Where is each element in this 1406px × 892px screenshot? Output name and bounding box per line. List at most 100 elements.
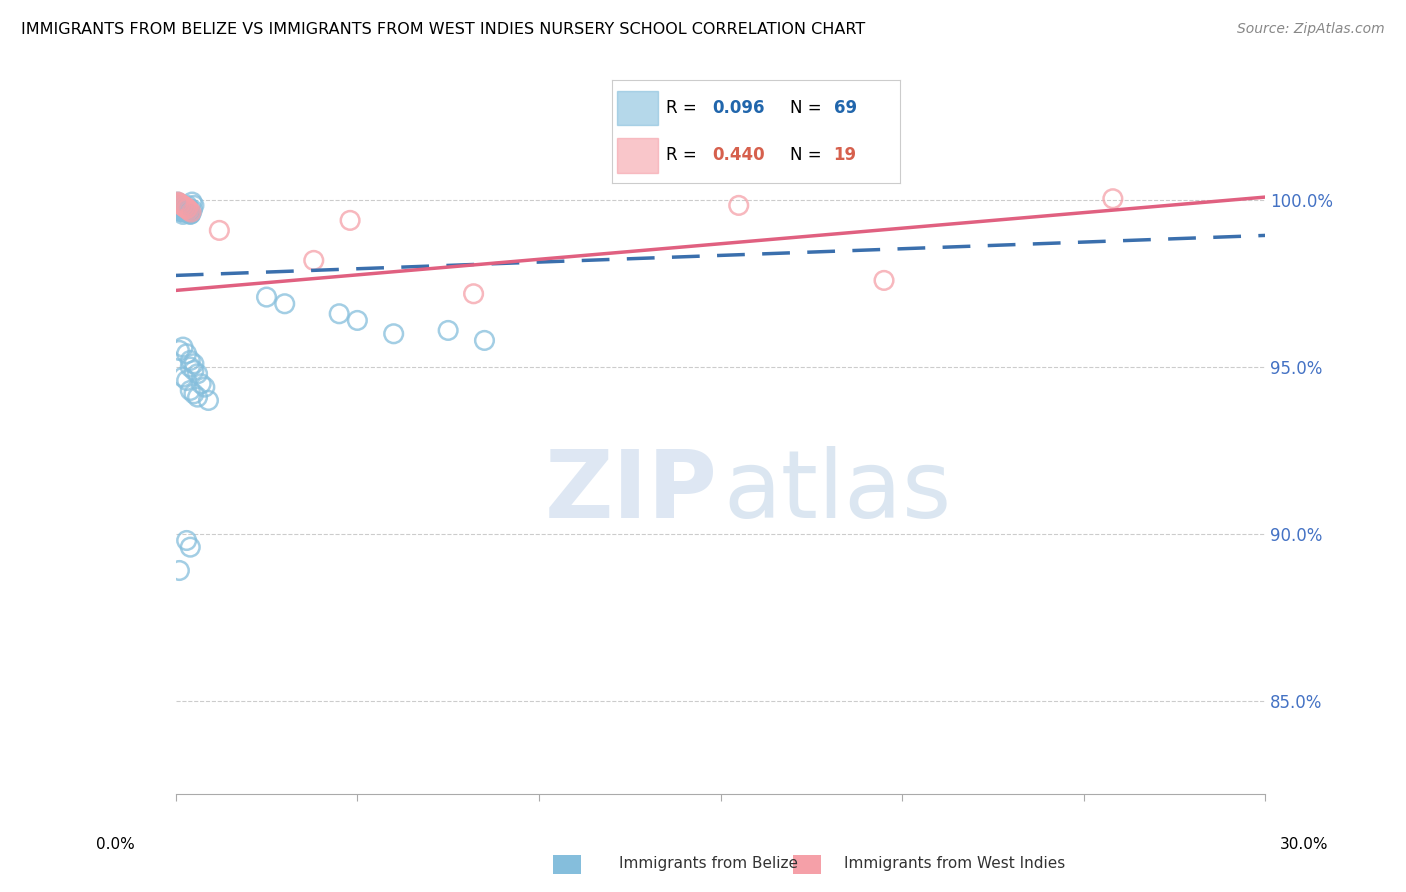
Point [181, 195, 204, 210]
Point [169, 197, 191, 211]
Point [167, 202, 190, 217]
Text: 19: 19 [834, 146, 856, 164]
Point [1102, 192, 1125, 206]
Point [169, 196, 191, 211]
Point [176, 204, 198, 219]
Point [167, 195, 190, 210]
Point [173, 202, 195, 216]
Point [176, 202, 198, 216]
Point [181, 202, 204, 217]
Text: N =: N = [790, 99, 827, 117]
Point [172, 202, 194, 216]
Point [177, 203, 200, 218]
Point [180, 207, 202, 221]
Point [256, 290, 278, 304]
Point [197, 393, 219, 408]
Point [167, 198, 190, 212]
Point [172, 199, 194, 213]
Point [176, 374, 198, 388]
Point [382, 326, 405, 341]
Point [346, 313, 368, 327]
Point [463, 286, 485, 301]
Point [177, 205, 200, 219]
Point [328, 307, 350, 321]
Point [176, 203, 198, 218]
Point [179, 353, 201, 368]
Point [177, 206, 200, 220]
Text: 69: 69 [834, 99, 856, 117]
Text: Immigrants from Belize: Immigrants from Belize [619, 856, 797, 871]
Point [172, 200, 194, 214]
Point [174, 204, 197, 219]
Text: 30.0%: 30.0% [1281, 837, 1329, 852]
Point [170, 203, 193, 218]
Point [190, 376, 212, 391]
Point [179, 202, 201, 216]
Point [183, 198, 205, 212]
Point [169, 202, 191, 216]
Point [172, 198, 194, 212]
Point [208, 223, 231, 237]
Point [186, 367, 209, 381]
Point [172, 204, 194, 219]
Point [474, 334, 496, 348]
Point [173, 200, 195, 214]
Text: 0.440: 0.440 [713, 146, 765, 164]
Point [873, 273, 896, 287]
Point [339, 213, 361, 227]
Text: ZIP: ZIP [544, 446, 717, 538]
Point [172, 207, 194, 221]
Point [169, 196, 191, 211]
Point [183, 386, 205, 401]
Text: 0.096: 0.096 [713, 99, 765, 117]
Point [167, 201, 190, 215]
Point [176, 347, 198, 361]
Point [170, 198, 193, 212]
Point [172, 370, 194, 384]
Point [174, 201, 197, 215]
Point [172, 201, 194, 215]
Bar [617, 91, 658, 126]
Point [179, 360, 201, 375]
Point [169, 199, 191, 213]
Point [437, 323, 460, 337]
Point [186, 390, 209, 404]
Point [194, 380, 217, 394]
Point [172, 340, 194, 354]
Point [180, 205, 202, 219]
Point [167, 199, 190, 213]
Point [167, 196, 190, 211]
Point [167, 196, 190, 211]
Point [727, 198, 749, 212]
Point [172, 202, 194, 217]
Point [170, 202, 193, 216]
Point [176, 202, 198, 216]
Text: R =: R = [666, 99, 703, 117]
Text: atlas: atlas [724, 446, 952, 538]
Point [176, 533, 198, 548]
Point [173, 200, 195, 214]
Point [176, 198, 198, 212]
Point [179, 207, 201, 221]
Point [183, 357, 205, 371]
Point [173, 202, 195, 217]
Point [169, 343, 191, 358]
Text: R =: R = [666, 146, 703, 164]
Point [179, 207, 201, 221]
Point [170, 197, 193, 211]
Point [169, 204, 191, 219]
Point [170, 204, 193, 219]
Point [302, 253, 325, 268]
Point [169, 564, 191, 578]
Point [274, 297, 297, 311]
Point [174, 200, 197, 214]
Point [170, 199, 193, 213]
Point [183, 363, 205, 377]
Point [179, 384, 201, 398]
Point [174, 203, 197, 218]
Point [166, 195, 188, 210]
Bar [617, 137, 658, 173]
Point [179, 540, 201, 554]
Text: IMMIGRANTS FROM BELIZE VS IMMIGRANTS FROM WEST INDIES NURSERY SCHOOL CORRELATION: IMMIGRANTS FROM BELIZE VS IMMIGRANTS FRO… [21, 22, 865, 37]
Text: 0.0%: 0.0% [96, 837, 135, 852]
